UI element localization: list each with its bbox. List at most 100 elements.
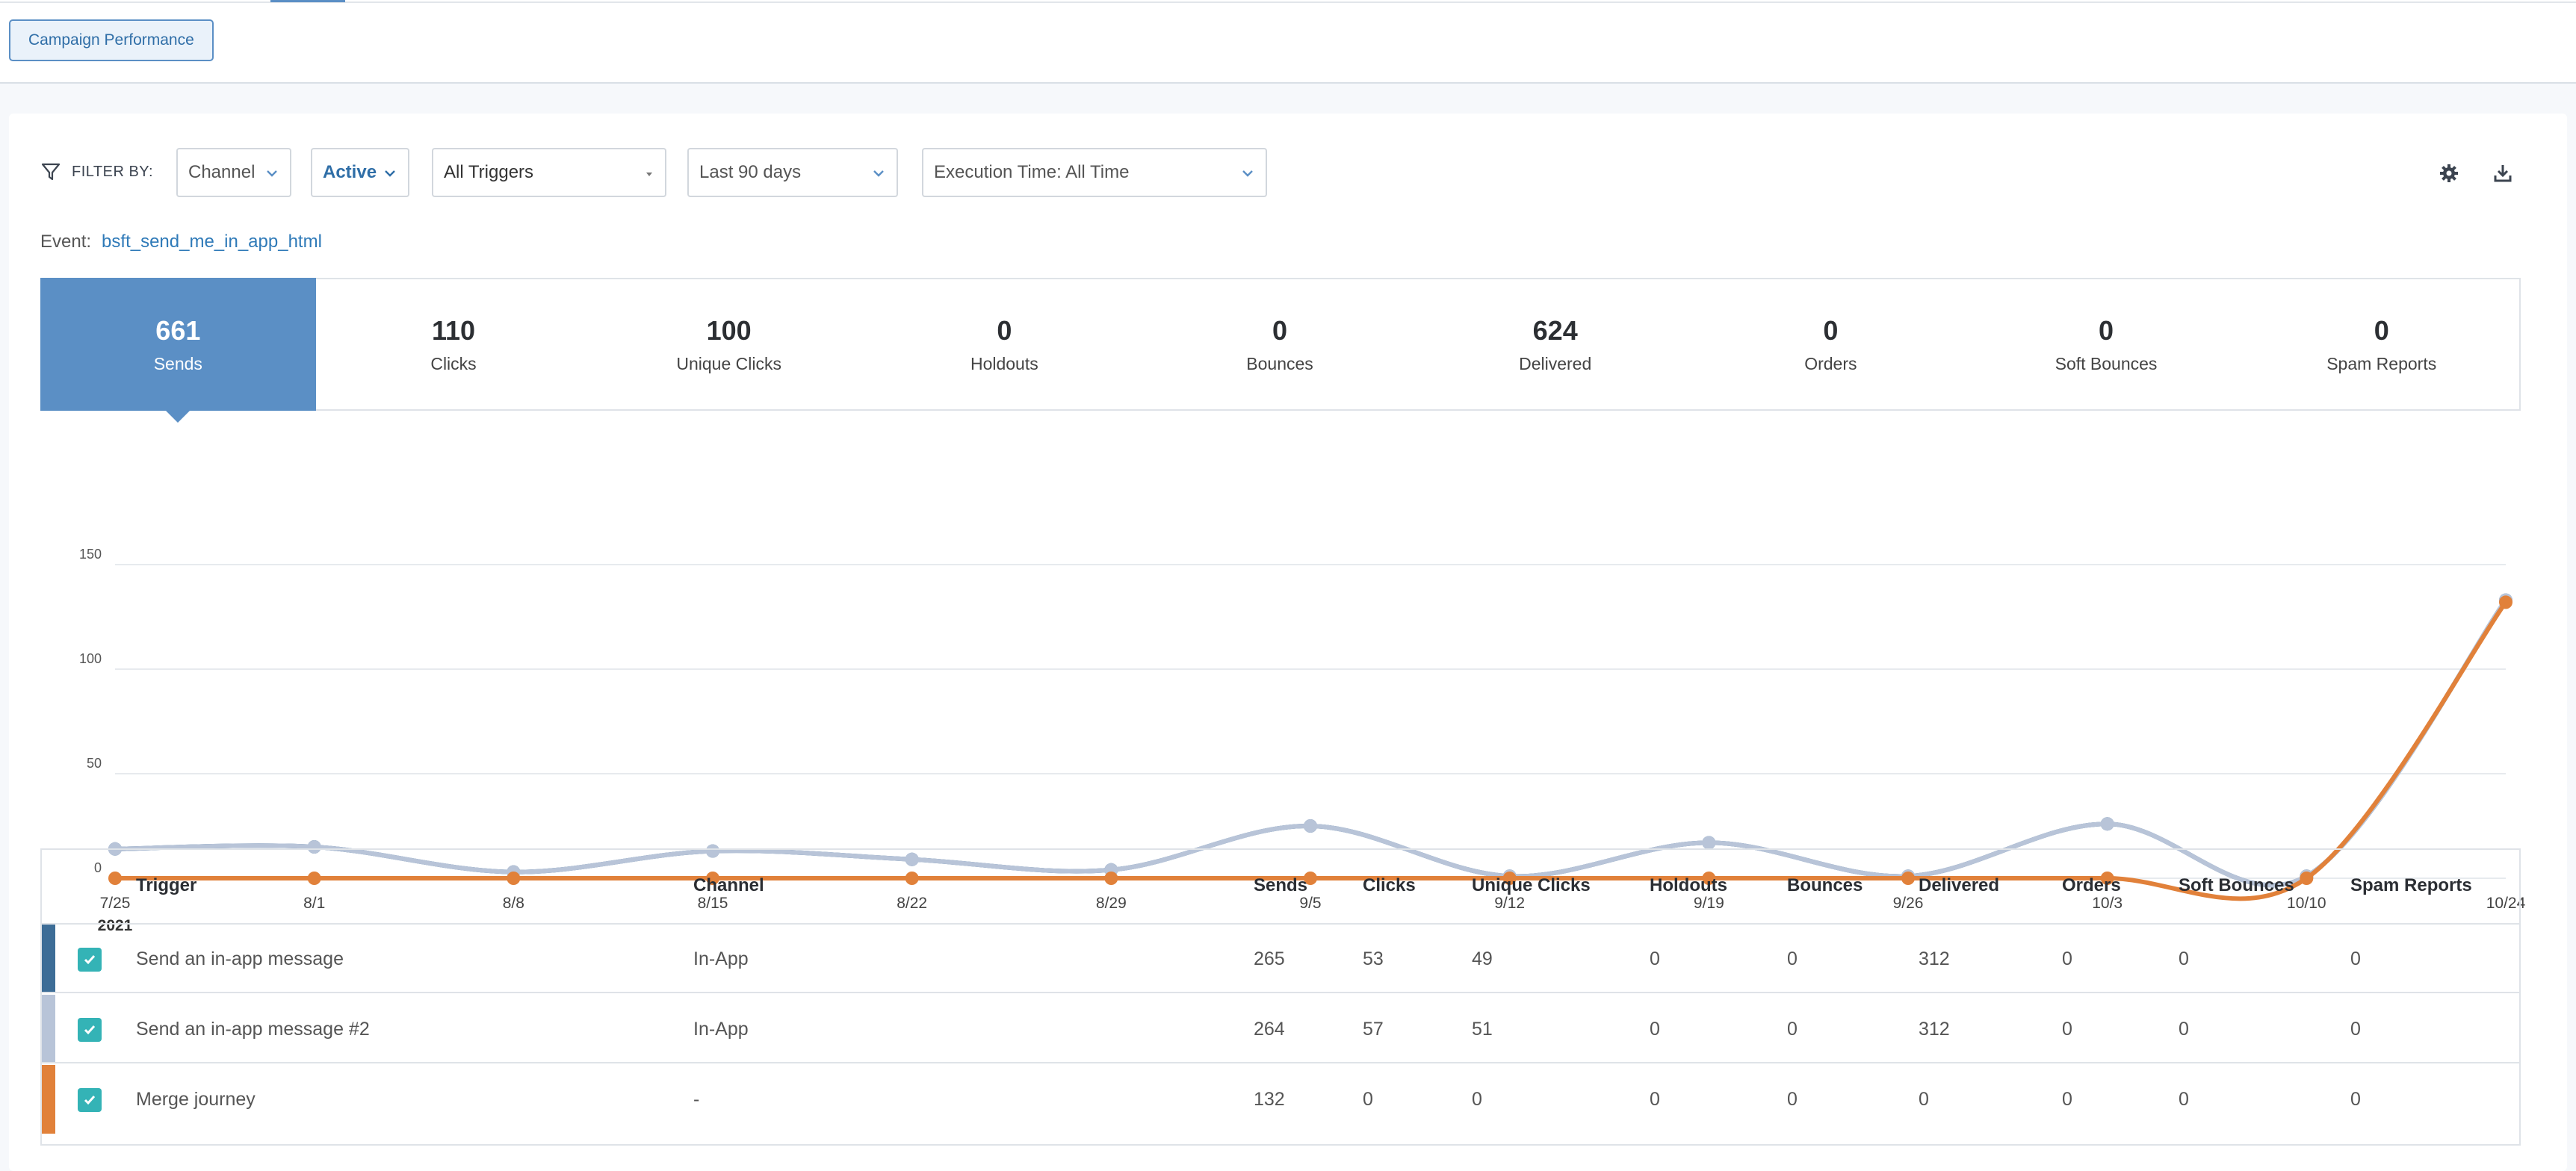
metric-value: 0 (2374, 314, 2389, 346)
channel-dropdown[interactable]: Channel (176, 148, 291, 197)
metric-tile-delivered[interactable]: 624 Delivered (1417, 279, 1693, 409)
triggers-dropdown-value: All Triggers (444, 162, 534, 182)
metric-label: Delivered (1519, 353, 1592, 373)
metric-value: 110 (431, 314, 476, 346)
metric-tile-holdouts[interactable]: 0 Holdouts (867, 279, 1142, 409)
report-card: FILTER BY: Channel Active All Triggers L… (9, 114, 2567, 1171)
metric-tile-clicks[interactable]: 110 Clicks (316, 279, 592, 409)
column-header[interactable]: Spam Reports (2350, 875, 2472, 895)
execution-time-dropdown[interactable]: Execution Time: All Time (922, 148, 1267, 197)
metric-label: Orders (1804, 353, 1857, 373)
column-header[interactable]: Orders (2062, 875, 2121, 895)
event-link[interactable]: bsft_send_me_in_app_html (102, 232, 322, 252)
metric-tile-bounces[interactable]: 0 Bounces (1142, 279, 1418, 409)
status-dropdown[interactable]: Active (311, 148, 409, 197)
table-cell: 0 (1363, 1089, 1373, 1110)
metric-value: 661 (155, 314, 201, 346)
y-tick-label: 0 (94, 860, 102, 875)
event-info: Event: bsft_send_me_in_app_html (40, 232, 322, 252)
data-point[interactable] (307, 840, 321, 854)
chevron-down-icon (385, 170, 395, 177)
chevron-down-icon (1242, 170, 1253, 177)
metric-tile-unique-clicks[interactable]: 100 Unique Clicks (591, 279, 867, 409)
data-point[interactable] (1502, 872, 1517, 885)
date-range-value: Last 90 days (699, 162, 802, 182)
x-tick-label: 10/10 (2287, 895, 2326, 912)
x-tick-label: 8/15 (698, 895, 728, 912)
column-header[interactable]: Holdouts (1650, 875, 1727, 895)
row-checkbox[interactable] (78, 1018, 102, 1042)
triggers-dropdown[interactable]: All Triggers (432, 148, 666, 197)
trigger-name: Merge journey (136, 1089, 256, 1110)
chevron-down-icon (267, 170, 277, 177)
data-point[interactable] (1304, 872, 1317, 885)
data-point[interactable] (2300, 872, 2314, 885)
settings-button[interactable] (2436, 160, 2462, 187)
data-point[interactable] (2100, 872, 2114, 885)
data-point[interactable] (307, 872, 321, 885)
column-header[interactable]: Clicks (1363, 875, 1416, 895)
data-point[interactable] (2100, 817, 2114, 831)
data-point[interactable] (507, 872, 521, 885)
table-cell: 0 (2179, 1089, 2189, 1110)
download-button[interactable] (2489, 160, 2516, 187)
chevron-down-icon (873, 170, 884, 177)
trigger-name: Send an in-app message (136, 948, 344, 969)
y-tick-label: 100 (79, 651, 102, 666)
metric-tile-soft-bounces[interactable]: 0 Soft Bounces (1969, 279, 2244, 409)
metric-tile-orders[interactable]: 0 Orders (1693, 279, 1969, 409)
row-checkbox[interactable] (78, 1088, 102, 1112)
table-cell: 0 (1650, 948, 1660, 969)
metric-tile-sends[interactable]: 661 Sends (40, 278, 316, 423)
data-point[interactable] (1104, 872, 1118, 885)
data-point[interactable] (905, 852, 919, 866)
data-point[interactable] (1702, 872, 1716, 885)
date-range-dropdown[interactable]: Last 90 days (687, 148, 898, 197)
x-tick-label: 10/3 (2092, 895, 2123, 912)
table-cell: 57 (1363, 1019, 1384, 1040)
campaign-performance-button[interactable]: Campaign Performance (9, 19, 214, 61)
table-cell: In-App (693, 948, 749, 969)
table-cell: 49 (1472, 948, 1493, 969)
table-cell: 0 (2062, 948, 2072, 969)
data-point[interactable] (905, 872, 919, 885)
caret-down-icon (646, 173, 652, 176)
series-line-0 (114, 598, 2508, 888)
download-icon (2494, 165, 2512, 182)
selected-pointer (166, 411, 191, 423)
data-point[interactable] (1702, 836, 1716, 850)
column-header[interactable]: Sends (1254, 875, 1308, 895)
column-header[interactable]: Channel (693, 875, 764, 895)
x-tick-label: 8/22 (897, 895, 927, 912)
metric-tile-spam-reports[interactable]: 0 Spam Reports (2244, 279, 2519, 409)
column-header[interactable]: Trigger (136, 875, 197, 895)
metric-label: Sends (153, 353, 202, 373)
data-point[interactable] (2499, 595, 2512, 609)
data-point[interactable] (108, 872, 122, 885)
table-cell: 0 (1472, 1089, 1482, 1110)
data-point[interactable] (1304, 819, 1317, 833)
metric-label: Unique Clicks (676, 353, 781, 373)
table-cell: 0 (1650, 1089, 1660, 1110)
table-row: Send an in-app message #2 In-App 264 57 51 0 0… (42, 995, 2519, 1063)
column-header[interactable]: Soft Bounces (2179, 875, 2294, 895)
column-header[interactable]: Unique Clicks (1472, 875, 1591, 895)
column-header[interactable]: Bounces (1787, 875, 1863, 895)
x-tick-label: 9/12 (1494, 895, 1525, 912)
triggers-table: Trigger Channel Sends Clicks Unique Clicks Ho… (40, 848, 2521, 1146)
checkmark-icon (84, 1025, 96, 1035)
x-tick-label: 9/19 (1694, 895, 1724, 912)
row-checkbox[interactable] (78, 948, 102, 972)
metric-label: Holdouts (970, 353, 1038, 373)
data-point[interactable] (1901, 872, 1915, 885)
metric-label: Clicks (430, 353, 477, 373)
table-cell: 132 (1254, 1089, 1285, 1110)
data-point[interactable] (706, 872, 719, 885)
data-point[interactable] (706, 844, 719, 858)
column-header[interactable]: Delivered (1919, 875, 2000, 895)
x-tick-label: 8/8 (503, 895, 524, 912)
series-color-stripe (42, 995, 55, 1062)
active-tab-indicator (270, 0, 345, 2)
metric-value: 0 (1823, 314, 1839, 346)
metric-label: Bounces (1246, 353, 1313, 373)
